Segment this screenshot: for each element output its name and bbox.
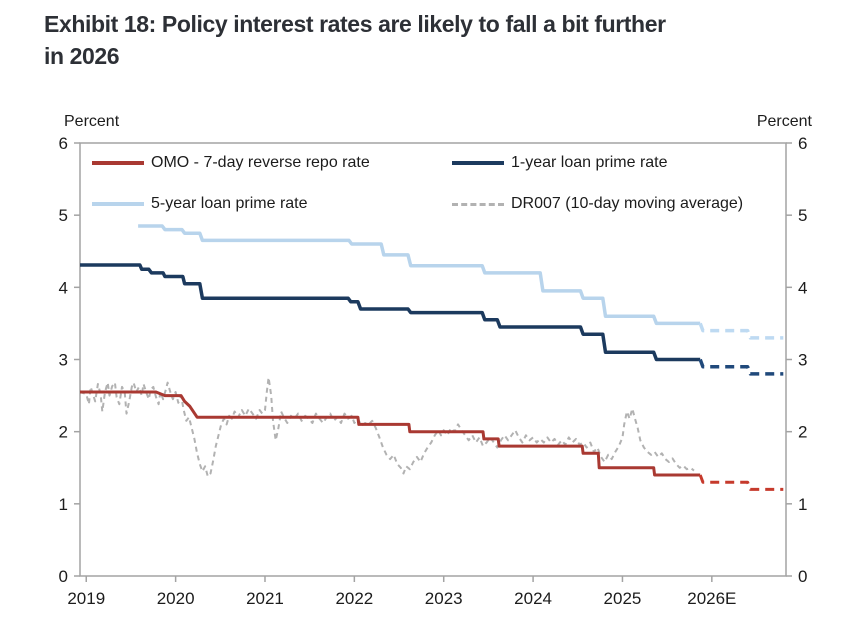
- x-tick-label: 2025: [604, 589, 642, 608]
- legend-item-lpr1: 1-year loan prime rate: [452, 153, 668, 173]
- legend-label-lpr5: 5-year loan prime rate: [151, 195, 308, 212]
- y-tick-label-left: 5: [59, 206, 68, 225]
- x-tick-label: 2023: [425, 589, 463, 608]
- y-tick-label-right: 6: [798, 134, 807, 153]
- legend-item-lpr5: 5-year loan prime rate: [92, 194, 308, 214]
- legend-swatch-lpr1: [452, 161, 504, 165]
- y-axis-unit-left: Percent: [64, 113, 120, 130]
- y-tick-label-right: 4: [798, 278, 807, 297]
- legend-swatch-dr007: [452, 202, 504, 206]
- x-tick-label: 2024: [514, 589, 552, 608]
- x-tick-label: 2019: [67, 589, 105, 608]
- legend-item-omo: OMO - 7-day reverse repo rate: [92, 153, 370, 173]
- y-tick-label-left: 1: [59, 495, 68, 514]
- y-tick-label-right: 2: [798, 423, 807, 442]
- series-lpr1-forecast-line: [698, 358, 784, 376]
- series-lpr1-line: [80, 263, 701, 362]
- y-tick-label-left: 4: [59, 278, 68, 297]
- series-omo-line: [80, 390, 701, 477]
- y-tick-label-left: 6: [59, 134, 68, 153]
- series-lpr5-line: [138, 224, 701, 326]
- y-tick-label-left: 0: [59, 567, 68, 586]
- y-tick-label-right: 3: [798, 351, 807, 370]
- x-tick-label: 2026E: [687, 589, 736, 608]
- series-lpr5-forecast-line: [698, 322, 784, 340]
- x-tick-label: 2022: [335, 589, 373, 608]
- y-tick-label-left: 2: [59, 423, 68, 442]
- legend-swatch-omo: [92, 161, 144, 165]
- legend-item-dr007: DR007 (10-day moving average): [452, 194, 743, 214]
- legend-label-omo: OMO - 7-day reverse repo rate: [151, 154, 370, 171]
- y-axis-unit-right: Percent: [756, 113, 812, 130]
- series-omo-forecast-line: [698, 474, 784, 491]
- y-tick-label-right: 0: [798, 567, 807, 586]
- y-tick-label-right: 5: [798, 206, 807, 225]
- y-tick-label-left: 3: [59, 351, 68, 370]
- exhibit-title-line2: in 2026: [44, 43, 120, 69]
- x-tick-label: 2021: [246, 589, 284, 608]
- legend-swatch-lpr5: [92, 202, 144, 206]
- exhibit-title: Exhibit 18: Policy interest rates are li…: [44, 8, 834, 72]
- x-tick-label: 2020: [157, 589, 195, 608]
- series-dr007-line: [79, 376, 695, 478]
- legend-label-dr007: DR007 (10-day moving average): [511, 195, 744, 212]
- exhibit-title-line1: Exhibit 18: Policy interest rates are li…: [44, 11, 666, 37]
- legend-label-lpr1: 1-year loan prime rate: [511, 154, 668, 171]
- y-tick-label-right: 1: [798, 495, 807, 514]
